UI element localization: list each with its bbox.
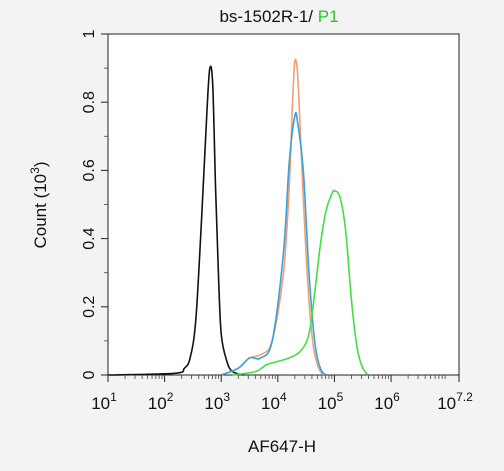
- y-tick-label-4: 0.8: [81, 91, 98, 113]
- y-tick-label-1: 0.2: [81, 296, 98, 318]
- x-tick-label-0: 101: [91, 390, 117, 413]
- y-tick-label-2: 0.4: [81, 227, 98, 249]
- y-tick-label-3: 0.6: [81, 159, 98, 181]
- x-tick-label-5: 106: [374, 390, 400, 413]
- series-line-0: [107, 65, 244, 376]
- x-tick-label-4: 105: [318, 390, 344, 413]
- chart-title: bs-1502R-1/ P1: [219, 7, 338, 26]
- x-tick-label-3: 104: [261, 390, 287, 413]
- x-axis-label: AF647-H: [248, 437, 316, 456]
- title-part-0: bs-1502R-1/: [219, 7, 317, 26]
- y-axis: 0 0.2 0.4 0.6 0.8 1: [81, 29, 108, 379]
- x-tick-label-6: 107.2: [437, 390, 473, 413]
- series-line-1: [220, 58, 324, 376]
- y-tick-label-0: 0: [81, 370, 98, 379]
- series-layer: [107, 58, 370, 376]
- x-tick-label-1: 102: [148, 390, 174, 413]
- series-line-2: [220, 111, 327, 376]
- title-part-1: P1: [318, 7, 339, 26]
- plot-frame: [107, 33, 460, 376]
- y-tick-label-5: 1: [81, 29, 98, 38]
- x-axis: 101 102 103 104 105 106 107.2: [91, 375, 473, 413]
- series-line-3: [232, 189, 370, 376]
- y-axis-label: Count (103): [28, 161, 50, 248]
- x-tick-label-2: 103: [204, 390, 230, 413]
